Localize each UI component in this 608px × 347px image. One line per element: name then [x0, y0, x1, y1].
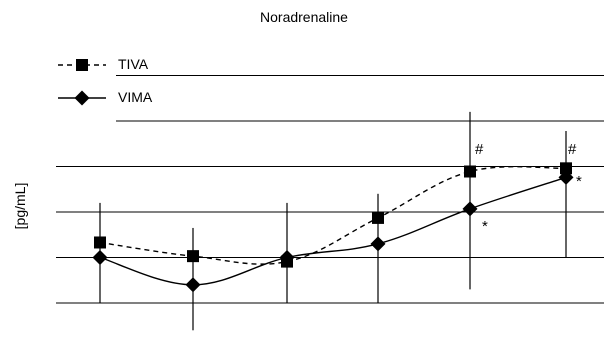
- data-point-vima: [279, 250, 295, 265]
- annotation-vima-6: *: [576, 173, 582, 190]
- series-lines: [99, 165, 567, 286]
- error-bars: [99, 111, 567, 331]
- series-line-tiva: [99, 165, 567, 265]
- y-axis-label: [pg/mL]: [12, 182, 28, 230]
- gridlines: [56, 75, 604, 304]
- data-point-vima: [370, 236, 386, 252]
- legend-label-vima: VIMA: [118, 89, 153, 105]
- legend-marker-tiva: [76, 59, 88, 71]
- data-point-tiva: [372, 211, 384, 224]
- annotation-tiva-6: #: [568, 141, 577, 158]
- legend-marker-vima: [74, 90, 90, 106]
- annotation-tiva-5: #: [475, 141, 484, 158]
- legend-label-tiva: TIVA: [118, 56, 149, 72]
- data-point-vima: [462, 201, 478, 217]
- data-point-tiva: [94, 236, 106, 249]
- series-line-vima: [99, 176, 567, 286]
- data-point-tiva: [187, 250, 199, 263]
- legend-graphics: [58, 59, 106, 106]
- data-point-tiva: [464, 165, 476, 178]
- data-point-vima: [185, 277, 201, 293]
- series-markers: [92, 162, 574, 293]
- data-point-tiva: [560, 162, 572, 175]
- chart-title: Noradrenaline: [260, 9, 348, 25]
- data-point-vima: [558, 169, 574, 185]
- annotation-vima-5: *: [482, 218, 488, 235]
- data-point-vima: [92, 250, 108, 265]
